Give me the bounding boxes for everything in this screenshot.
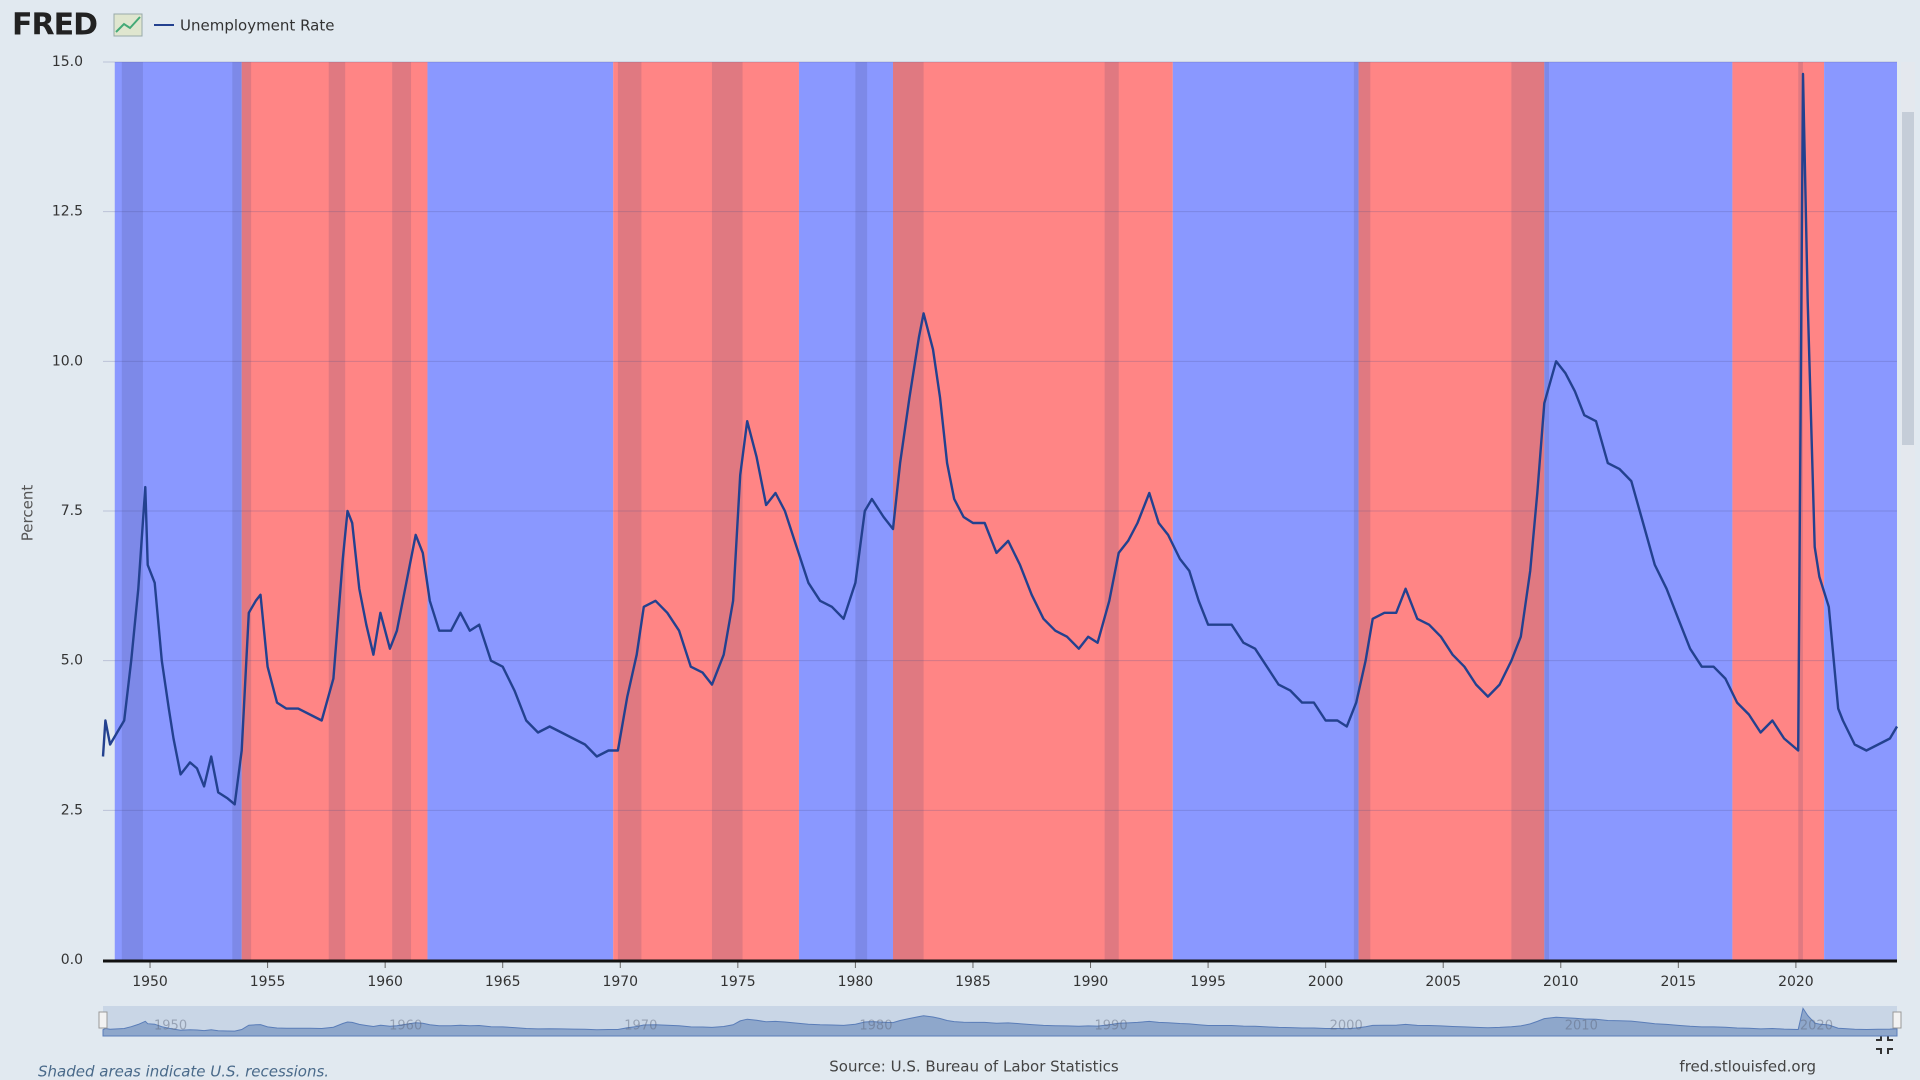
recession-band [893, 62, 924, 960]
legend-label[interactable]: Unemployment Rate [180, 17, 334, 35]
x-tick-label: 1960 [367, 974, 403, 990]
party-band [1824, 62, 1897, 960]
party-band [1544, 62, 1733, 960]
navigator-tick-label: 1970 [624, 1019, 657, 1034]
party-band [114, 62, 242, 960]
party-band [1358, 62, 1545, 960]
x-tick-label: 1955 [250, 974, 286, 990]
x-tick-label: 2005 [1425, 974, 1461, 990]
navigator-tick-label: 2010 [1565, 1019, 1598, 1034]
recession-band [1353, 62, 1371, 960]
y-tick-label: 12.5 [52, 204, 83, 220]
recession-band [232, 62, 252, 960]
navigator-handle[interactable] [1892, 1011, 1902, 1029]
party-band [613, 62, 799, 960]
party-band [1172, 62, 1359, 960]
y-tick-label: 15.0 [52, 54, 83, 70]
party-band [241, 62, 428, 960]
x-tick-label: 1975 [720, 974, 756, 990]
x-tick-label: 1990 [1073, 974, 1109, 990]
x-tick-label: 1965 [485, 974, 521, 990]
navigator-tick-label: 2020 [1800, 1019, 1833, 1034]
navigator-tick-label: 1980 [859, 1019, 892, 1034]
source: Source: U.S. Bureau of Labor Statistics [829, 1058, 1119, 1076]
x-tick-label: 2010 [1543, 974, 1579, 990]
navigator-tick-label: 1960 [389, 1019, 422, 1034]
y-tick-label: 10.0 [52, 353, 83, 369]
recession-band [855, 62, 868, 960]
party-band [1732, 62, 1825, 960]
recession-note: Shaded areas indicate U.S. recessions. [38, 1063, 329, 1080]
navigator-tick-label: 1990 [1095, 1019, 1128, 1034]
navigator-tick-label: 1950 [154, 1019, 187, 1034]
y-axis-label: Percent [19, 485, 37, 542]
recession-band [617, 62, 642, 960]
site-link[interactable]: fred.stlouisfed.org [1679, 1058, 1816, 1076]
fullscreen-icon[interactable] [1876, 1035, 1893, 1054]
party-band [893, 62, 1173, 960]
x-tick-label: 1985 [955, 974, 991, 990]
y-tick-label: 5.0 [61, 653, 83, 669]
navigator-handle[interactable] [98, 1011, 108, 1029]
navigator-bg [103, 1006, 1897, 1036]
x-tick-label: 1950 [132, 974, 168, 990]
x-tick-label: 1995 [1190, 974, 1226, 990]
x-tick-label: 1970 [602, 974, 638, 990]
plot-background [114, 62, 1897, 960]
y-tick-label: 2.5 [61, 802, 83, 818]
x-tick-label: 2020 [1778, 974, 1814, 990]
x-tick-label: 1980 [838, 974, 874, 990]
recession-band [1104, 62, 1119, 960]
y-tick-label: 7.5 [61, 503, 83, 519]
recession-band [392, 62, 412, 960]
recession-band [121, 62, 143, 960]
navigator-area [102, 1007, 1898, 1037]
y-tick-label: 0.0 [61, 952, 83, 968]
party-band [798, 62, 894, 960]
party-band [427, 62, 614, 960]
recession-band [328, 62, 346, 960]
logo-icon [113, 13, 143, 37]
x-tick-label: 2000 [1308, 974, 1344, 990]
x-tick-label: 2015 [1661, 974, 1697, 990]
data-line [101, 72, 1899, 806]
navigator-tick-label: 2000 [1330, 1019, 1363, 1034]
scrollbar-thumb[interactable] [1902, 112, 1914, 445]
logo: FRED [12, 8, 97, 43]
recession-band [1511, 62, 1550, 960]
